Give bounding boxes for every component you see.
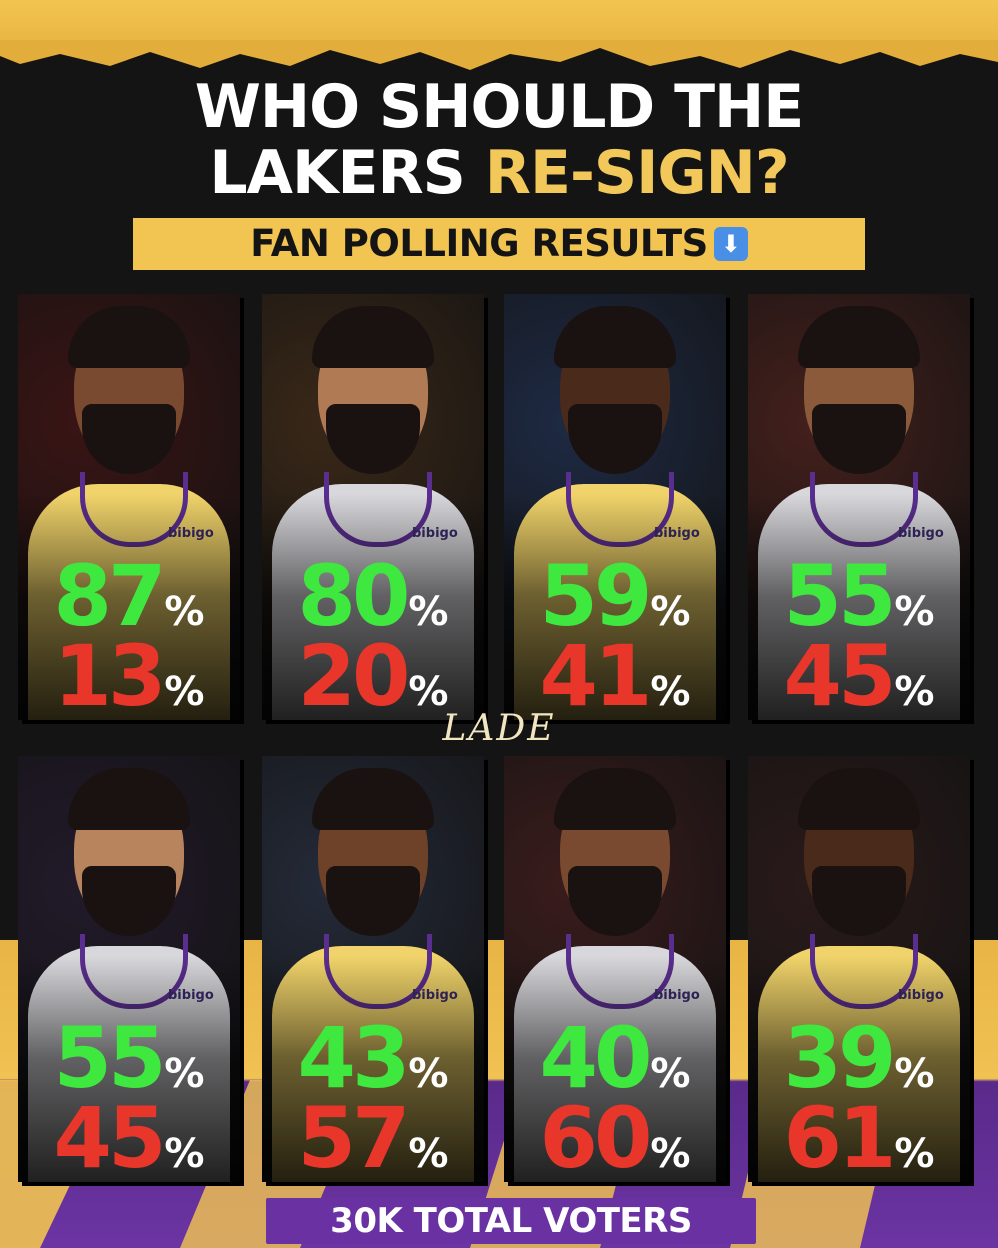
resign-no-percent: 57% [262,1096,484,1180]
percent-sign: % [408,589,449,635]
resign-yes-percent: 55% [18,1016,240,1100]
resign-no-percent: 45% [748,634,970,718]
card-shade [748,956,970,1182]
player-card: bibigo39%61% [748,756,970,1182]
yes-value: 39 [783,1009,897,1107]
card-shade [262,494,484,720]
yes-value: 55 [53,1009,167,1107]
down-arrow-icon [713,227,748,261]
no-value: 41 [539,627,653,720]
no-value: 57 [297,1089,411,1182]
percent-sign: % [650,669,691,715]
no-value: 45 [783,627,897,720]
resign-yes-percent: 43% [262,1016,484,1100]
no-value: 60 [539,1089,653,1182]
title-line-2: LAKERS RE-SIGN? [0,140,998,206]
torn-edge [0,40,998,80]
player-card: bibigo40%60% [504,756,726,1182]
percent-sign: % [408,669,449,715]
resign-no-percent: 45% [18,1096,240,1180]
percent-sign: % [408,1051,449,1097]
yes-value: 80 [297,547,411,645]
resign-no-percent: 61% [748,1096,970,1180]
percent-sign: % [164,669,205,715]
resign-yes-percent: 55% [748,554,970,638]
resign-yes-percent: 39% [748,1016,970,1100]
card-shade [504,494,726,720]
card-shade [504,956,726,1182]
player-card: bibigo87%13% [18,294,240,720]
yes-value: 87 [53,547,167,645]
no-value: 61 [783,1089,897,1182]
percent-sign: % [408,1131,449,1177]
resign-no-percent: 20% [262,634,484,718]
player-card: bibigo43%57% [262,756,484,1182]
resign-yes-percent: 87% [18,554,240,638]
percent-sign: % [894,1131,935,1177]
watermark-logo: LADE [442,708,556,749]
resign-no-percent: 41% [504,634,726,718]
yes-value: 59 [539,547,653,645]
percent-sign: % [894,669,935,715]
player-card: bibigo59%41% [504,294,726,720]
no-value: 20 [297,627,411,720]
total-voters-banner: 30K TOTAL VOTERS [266,1198,756,1244]
percent-sign: % [650,1051,691,1097]
card-shade [748,494,970,720]
percent-sign: % [894,589,935,635]
no-value: 45 [53,1089,167,1182]
resign-no-percent: 13% [18,634,240,718]
percent-sign: % [164,589,205,635]
no-value: 13 [53,627,167,720]
player-card: bibigo55%45% [748,294,970,720]
yes-value: 40 [539,1009,653,1107]
title-resign: RE-SIGN? [484,138,790,208]
title-lakers: LAKERS [209,138,485,208]
card-shade [262,956,484,1182]
title-line-1: WHO SHOULD THE [194,72,805,142]
subtitle-text: FAN POLLING RESULTS [250,222,708,265]
total-voters-text: 30K TOTAL VOTERS [330,1201,692,1241]
card-shade [18,494,240,720]
resign-yes-percent: 59% [504,554,726,638]
resign-yes-percent: 40% [504,1016,726,1100]
percent-sign: % [164,1131,205,1177]
player-card: bibigo80%20% [262,294,484,720]
card-shade [18,956,240,1182]
percent-sign: % [650,589,691,635]
percent-sign: % [894,1051,935,1097]
percent-sign: % [650,1131,691,1177]
yes-value: 55 [783,547,897,645]
yes-value: 43 [297,1009,411,1107]
resign-no-percent: 60% [504,1096,726,1180]
page-title: WHO SHOULD THE LAKERS RE-SIGN? [0,74,998,206]
resign-yes-percent: 80% [262,554,484,638]
percent-sign: % [164,1051,205,1097]
subtitle-banner: FAN POLLING RESULTS [133,218,865,270]
player-card: bibigo55%45% [18,756,240,1182]
